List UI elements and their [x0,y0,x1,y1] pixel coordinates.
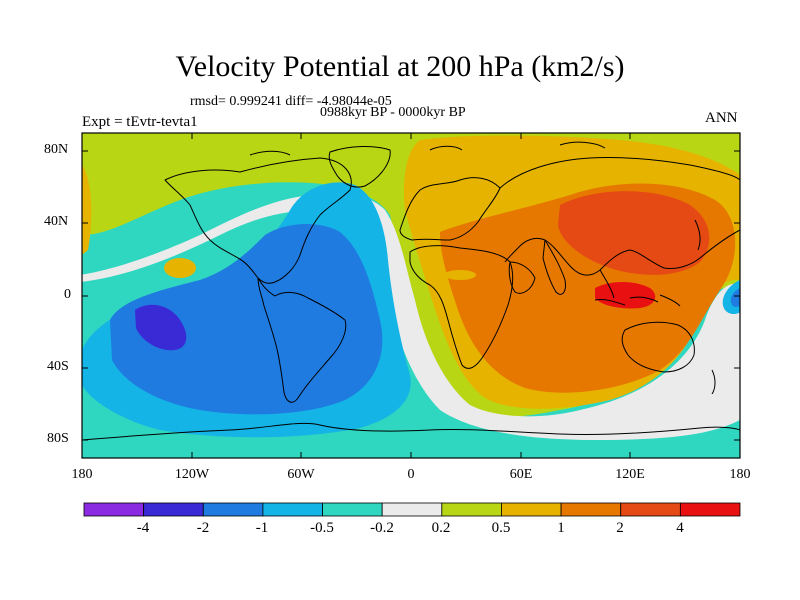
coast-india [542,239,566,295]
filled-contours [82,133,740,458]
season-label: ANN [705,110,738,126]
colorbar-label: -2 [196,520,210,536]
colorbar-swatch [620,502,681,517]
coastlines [82,141,740,441]
colorbar-swatch [441,502,502,517]
coast-australia [621,321,695,373]
colorbar-label: 0.5 [491,520,511,536]
colorbar-swatch [83,502,145,517]
colorbar-swatch [501,502,562,517]
lat-label-40s: 40S [47,359,69,374]
colorbar-swatch [322,502,383,517]
contour-blob-yellow-pacific [164,258,196,278]
lat-label-80s: 80S [47,431,69,446]
coast-antarctica [82,422,740,441]
lon-label-180-left: 180 [71,467,93,482]
contour-edge-yellow-west [82,165,92,255]
colorbar-swatch [560,502,622,517]
colorbar-label: -0.2 [370,520,394,536]
lat-label-0: 0 [64,287,71,302]
colorbar-label: -0.5 [310,520,334,536]
coast-greenland [328,146,391,188]
lon-label-60w: 60W [287,467,315,482]
coast-africa [409,245,514,369]
coast-new-zealand [711,369,716,395]
contour-blob-yellow-africa [444,270,476,280]
coast-se-asia [594,269,681,307]
colorbar-swatch [262,502,323,517]
colorbar-swatch [202,502,264,517]
axis-ticks [82,133,740,458]
colorbar-swatch [143,502,204,517]
period-label: 0988kyr BP - 0000kyr BP [320,105,466,120]
colorbar-label: -4 [136,520,150,536]
colorbar [83,502,741,517]
contour-edge-darkerblue-east [730,288,740,307]
contour-band-gray [82,193,740,440]
coast-south-america [257,277,347,403]
colorbar-label: 0.2 [431,520,451,536]
colorbar-label: 4 [676,520,684,536]
contour-band-redorange [558,191,710,275]
experiment-label: Expt = tEvtr-tevta1 [82,114,198,130]
lat-label-80n: 80N [44,142,69,157]
lat-label-40n: 40N [44,214,69,229]
coast-north-america [164,157,352,284]
coast-japan [694,219,701,251]
colorbar-label: 1 [557,520,565,536]
lon-label-180-right: 180 [729,467,751,482]
contour-core-darkblue [135,304,187,351]
lon-label-60e: 60E [509,467,533,482]
colorbar-swatch [381,502,443,517]
coast-europe [399,177,501,241]
colorbar-label: -1 [255,520,269,536]
lon-label-120w: 120W [174,467,210,482]
colorbar-label: 2 [616,520,624,536]
coast-arabia [508,261,536,294]
stats-line: rmsd= 0.999241 diff= -4.98044e-05 [190,94,392,109]
lon-label-0: 0 [407,467,415,482]
lon-label-120e: 120E [615,467,645,482]
coast-arctic-islands [249,141,606,156]
plot-title: Velocity Potential at 200 hPa (km2/s) [175,50,625,83]
colorbar-swatch [679,502,741,517]
contour-band-blue [110,224,383,415]
